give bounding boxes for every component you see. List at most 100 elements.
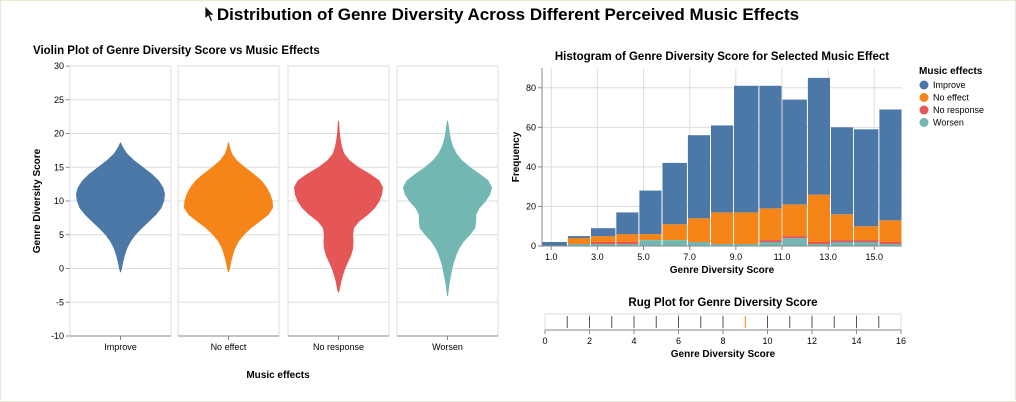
rug-marks[interactable] bbox=[566, 316, 880, 328]
histogram-bar[interactable] bbox=[879, 242, 902, 244]
histogram-y-tick-label: 80 bbox=[526, 83, 536, 93]
histogram-bar[interactable] bbox=[854, 226, 879, 240]
legend-swatch bbox=[919, 93, 929, 102]
legend-item-worsen[interactable]: Worsen bbox=[919, 118, 964, 128]
histogram-x-tick-label: 11.0 bbox=[774, 252, 791, 262]
violin-shape-worsen[interactable] bbox=[403, 120, 492, 296]
histogram-bar[interactable] bbox=[662, 240, 687, 246]
histogram-bar[interactable] bbox=[591, 242, 616, 244]
rug-x-tick-label: 14 bbox=[851, 336, 861, 346]
histogram-bar[interactable] bbox=[616, 234, 639, 242]
violin-chart[interactable]: Violin Plot of Genre Diversity Score vs … bbox=[0, 36, 500, 386]
violin-y-tick-label: 15 bbox=[54, 162, 64, 172]
histogram-x-axis-label: Genre Diversity Score bbox=[670, 265, 775, 276]
histogram-bar[interactable] bbox=[687, 135, 710, 219]
histogram-bar[interactable] bbox=[711, 212, 734, 244]
histogram-bar[interactable] bbox=[854, 242, 879, 246]
histogram-legend[interactable]: Music effects Improve No effect No response… bbox=[919, 66, 984, 128]
rug-x-tick-label: 8 bbox=[720, 336, 725, 346]
histogram-y-tick-label: 40 bbox=[526, 162, 536, 172]
violin-y-tick-label: 20 bbox=[54, 129, 64, 139]
histogram-bar[interactable] bbox=[662, 224, 687, 240]
histogram-bar[interactable] bbox=[759, 242, 782, 246]
histogram-bar[interactable] bbox=[662, 162, 687, 225]
legend-item-no-effect[interactable]: No effect bbox=[919, 93, 970, 103]
violin-title: Violin Plot of Genre Diversity Score vs … bbox=[33, 45, 320, 57]
violin-y-tick-label: 25 bbox=[54, 95, 64, 105]
rug-x-tick-label: 6 bbox=[676, 336, 681, 346]
histogram-bar[interactable] bbox=[854, 240, 879, 243]
violin-shape-no-response[interactable] bbox=[294, 120, 383, 293]
histogram-bar[interactable] bbox=[807, 244, 830, 246]
histogram-chart[interactable]: Histogram of Genre Diversity Score for S… bbox=[505, 40, 1010, 285]
histogram-bar[interactable] bbox=[567, 236, 590, 239]
histogram-bar[interactable] bbox=[687, 218, 710, 242]
histogram-bar[interactable] bbox=[807, 194, 830, 243]
histogram-bar[interactable] bbox=[831, 242, 854, 246]
histogram-bar[interactable] bbox=[759, 240, 782, 243]
histogram-bar[interactable] bbox=[879, 220, 902, 243]
rug-title: Rug Plot for Genre Diversity Score bbox=[628, 297, 817, 309]
histogram-bar[interactable] bbox=[782, 99, 807, 205]
violin-panel-improve[interactable]: Improve bbox=[69, 65, 172, 352]
violin-shape-no-effect[interactable] bbox=[184, 142, 273, 273]
histogram-bar[interactable] bbox=[734, 212, 759, 244]
legend-label: Improve bbox=[933, 80, 966, 90]
histogram-bar[interactable] bbox=[639, 240, 662, 246]
histogram-series-improve[interactable] bbox=[542, 77, 902, 246]
page-title: Distribution of Genre Diversity Across D… bbox=[216, 5, 800, 24]
violin-panel-worsen[interactable]: Worsen bbox=[396, 65, 499, 352]
violin-y-tick-label: -5 bbox=[56, 297, 64, 307]
violin-panel-no-response[interactable]: No response bbox=[287, 65, 390, 352]
histogram-bar[interactable] bbox=[639, 234, 662, 240]
histogram-bar[interactable] bbox=[711, 244, 734, 246]
histogram-bar[interactable] bbox=[616, 212, 639, 235]
histogram-bar[interactable] bbox=[567, 244, 590, 246]
histogram-bar[interactable] bbox=[591, 228, 616, 237]
histogram-bar[interactable] bbox=[782, 238, 807, 246]
histogram-title: Histogram of Genre Diversity Score for S… bbox=[555, 51, 889, 63]
histogram-x-tick-label: 1.0 bbox=[545, 252, 558, 262]
violin-panel-no-effect[interactable]: No effect bbox=[177, 65, 280, 352]
violin-shape-improve[interactable] bbox=[76, 142, 165, 273]
legend-swatch bbox=[919, 105, 929, 115]
histogram-bar[interactable] bbox=[831, 127, 854, 215]
violin-y-tick-label: 10 bbox=[54, 196, 64, 206]
histogram-bar[interactable] bbox=[734, 244, 759, 246]
legend-item-no-response[interactable]: No response bbox=[919, 105, 985, 115]
histogram-series-no-effect[interactable] bbox=[567, 194, 902, 244]
histogram-bar[interactable] bbox=[807, 77, 830, 195]
histogram-bar[interactable] bbox=[687, 242, 710, 246]
histogram-bar[interactable] bbox=[831, 240, 854, 243]
histogram-bar[interactable] bbox=[854, 129, 879, 227]
histogram-bar[interactable] bbox=[567, 238, 590, 244]
legend-label: Worsen bbox=[933, 118, 964, 128]
legend-item-improve[interactable]: Improve bbox=[919, 80, 966, 90]
histogram-bar[interactable] bbox=[807, 242, 830, 244]
histogram-bar[interactable] bbox=[879, 109, 902, 221]
histogram-series-worsen[interactable] bbox=[567, 238, 902, 246]
histogram-bar[interactable] bbox=[782, 204, 807, 237]
rug-x-tick-label: 16 bbox=[896, 336, 906, 346]
histogram-bar[interactable] bbox=[782, 236, 807, 239]
legend-label: No response bbox=[933, 105, 984, 115]
histogram-bar[interactable] bbox=[639, 190, 662, 235]
histogram-bar[interactable] bbox=[831, 214, 854, 241]
histogram-bar[interactable] bbox=[591, 244, 616, 246]
histogram-series-no-response[interactable] bbox=[591, 236, 902, 244]
histogram-bar[interactable] bbox=[759, 208, 782, 240]
histogram-bar[interactable] bbox=[616, 242, 639, 244]
histogram-bar[interactable] bbox=[759, 85, 782, 209]
histogram-bar[interactable] bbox=[616, 244, 639, 246]
histogram-x-tick-label: 7.0 bbox=[683, 252, 696, 262]
violin-x-tick-label: No response bbox=[313, 342, 364, 352]
violin-y-tick-label: -10 bbox=[51, 331, 64, 341]
histogram-bar[interactable] bbox=[542, 242, 567, 246]
histogram-bar[interactable] bbox=[711, 125, 734, 213]
histogram-bar[interactable] bbox=[879, 244, 902, 246]
rug-x-tick-label: 10 bbox=[762, 336, 772, 346]
histogram-bar[interactable] bbox=[734, 85, 759, 213]
histogram-bar[interactable] bbox=[591, 236, 616, 242]
rug-plot-chart[interactable]: Rug Plot for Genre Diversity Score 0 2 4 6 8 1… bbox=[505, 290, 915, 370]
